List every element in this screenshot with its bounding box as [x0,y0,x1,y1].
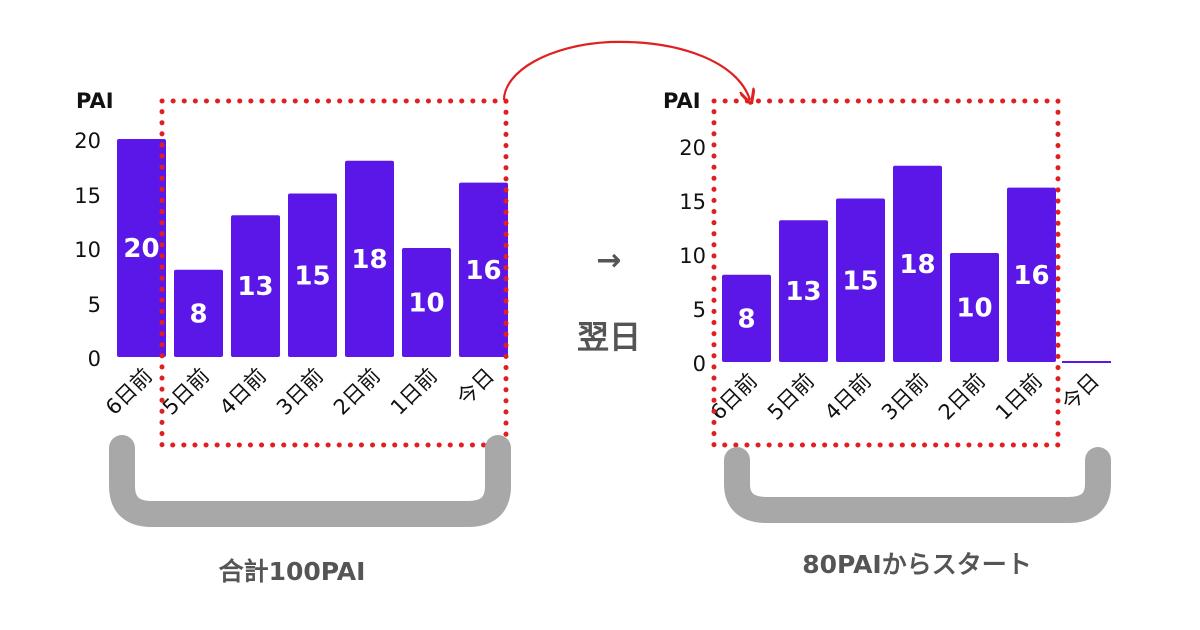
bar-value-label: 13 [237,272,273,302]
bar [1062,361,1111,363]
category-label: 5日前 [158,364,214,420]
category-label: 3日前 [877,369,933,425]
y-tick-label: 20 [74,129,101,153]
bar [402,248,451,357]
y-tick-label: 15 [679,190,706,214]
bar [459,182,508,357]
category-label: 2日前 [934,369,990,425]
y-tick-label: 0 [693,352,706,376]
bar-value-label: 15 [842,266,878,296]
y-axis-label: PAI [663,89,701,113]
category-label: 4日前 [820,369,876,425]
bracket-icon [109,435,511,527]
bar-value-label: 10 [956,294,992,324]
bar-value-label: 18 [351,245,387,275]
bar [722,274,771,362]
bar-value-label: 10 [408,289,444,319]
bar-value-label: 8 [189,299,207,329]
y-tick-label: 10 [679,244,706,268]
category-label: 今日 [1057,369,1104,416]
bar-value-label: 16 [465,256,501,286]
caption-start: 80PAIからスタート [802,550,1031,579]
y-tick-label: 20 [679,136,706,160]
bar-series: 20 8 13 15 18 10 16 [117,139,508,357]
bar-value-label: 8 [737,304,755,334]
bar-series: 8 13 15 18 10 16 [722,165,1111,363]
bar-value-label: 18 [899,250,935,280]
y-tick-label: 5 [88,293,101,317]
y-tick-label: 5 [693,298,706,322]
caption-total: 合計100PAI [219,557,366,586]
category-label: 1日前 [991,369,1047,425]
bar [117,139,166,357]
bar [950,253,999,362]
category-axis: 6日前 5日前 4日前 3日前 2日前 1日前 今日 [706,369,1104,425]
bar-value-label: 13 [785,277,821,307]
category-label: 4日前 [215,364,271,420]
bar [893,165,942,362]
y-tick-label: 15 [74,184,101,208]
bar [1007,187,1056,362]
bar [174,269,223,357]
bar-value-label: 15 [294,261,330,291]
category-label: 1日前 [386,364,442,420]
bar [345,160,394,357]
bar-value-label: 16 [1013,261,1049,291]
category-label: 2日前 [329,364,385,420]
curved-arrow-icon [502,40,750,100]
y-tick-label: 10 [74,238,101,262]
bar [779,220,828,362]
chart-left: PAI 0 5 10 15 20 20 8 13 15 18 10 16 6日前 5日前 4日前… [74,89,508,420]
bar-value-label: 20 [123,234,159,264]
next-day-label: 翌日 [577,318,641,356]
right-arrow-icon: → [596,243,621,278]
category-label: 3日前 [272,364,328,420]
y-axis-label: PAI [76,89,114,113]
y-tick-label: 0 [88,347,101,371]
category-label: 6日前 [101,364,157,420]
category-label: 5日前 [763,369,819,425]
bar [288,193,337,357]
chart-right: PAI 0 5 10 15 20 8 13 15 18 10 16 6日前 5日前 4日前 3日… [663,89,1111,425]
bracket-icon [724,447,1111,523]
category-label: 今日 [452,364,499,411]
bar [231,215,280,357]
bar [836,198,885,362]
